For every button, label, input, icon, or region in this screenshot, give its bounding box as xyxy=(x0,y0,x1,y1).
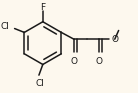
Text: Cl: Cl xyxy=(35,79,44,88)
Text: F: F xyxy=(40,3,45,12)
Text: O: O xyxy=(96,57,103,66)
Text: O: O xyxy=(112,35,119,44)
Text: Cl: Cl xyxy=(1,22,10,31)
Text: O: O xyxy=(70,57,77,66)
